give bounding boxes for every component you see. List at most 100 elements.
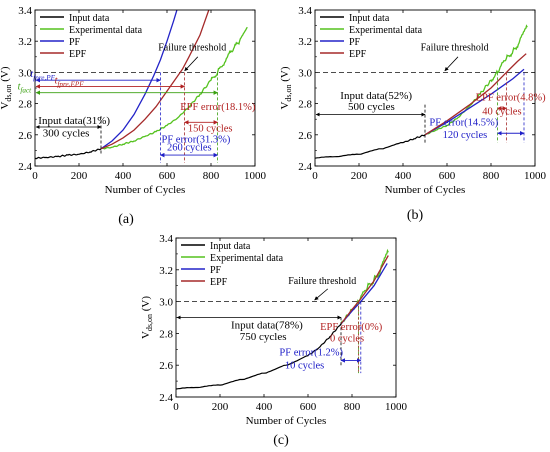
panel-c-label: (c) [273, 433, 289, 448]
panel-c-legend-label: Experimental data [210, 253, 284, 264]
panel-a-epf-cycles: 150 cycles [188, 124, 233, 135]
panel-b-ylabel: Vds,on (V) [279, 66, 293, 109]
panel-a-threshold-arrow [184, 56, 199, 72]
panel-a-xtick-label: 600 [159, 170, 176, 182]
panel-c-threshold-label: Failure threshold [288, 276, 356, 287]
panel-c-xlabel: Number of Cycles [246, 415, 327, 427]
panel-a-t-fact-label: tfact [18, 82, 33, 95]
panel-c-ytick-label: 3.2 [159, 265, 173, 277]
panel-b-series-epf [424, 53, 527, 136]
panel-a-t-pf-label-sub: fpre,PF [33, 74, 55, 82]
panel-a-ytick-label: 2.6 [18, 130, 32, 142]
panel-b-xtick-label: 800 [483, 170, 500, 182]
panel-c-plot-frame [175, 237, 397, 398]
panel-c-xtick-label: 0 [173, 401, 179, 413]
panel-b-input-text: Input data(52%) [340, 90, 412, 102]
panel-c-ytick-label: 2.6 [159, 360, 173, 372]
panel-c-legend-label: EPF [210, 277, 228, 288]
panel-b-legend-label: Input data [349, 13, 390, 24]
panel-a-t-epf-label-main: t [55, 75, 58, 86]
panel-c-pf-error: PF error(1.2%) [279, 348, 343, 359]
panel-a-ylabel-main: V [0, 102, 11, 110]
panel-c-ytick-label: 3.0 [159, 297, 173, 309]
panel-a-legend-label: PF [69, 37, 81, 48]
panel-a-ytick-label: 3.4 [18, 5, 32, 17]
panel-a-t-fact-label-main: t [18, 82, 21, 93]
panel-a-series-epf [100, 10, 210, 150]
panel-a-chart: 0 200 400 600 800 1000 2.4 2.6 2.8 3.0 3.2 3.4 Numbe… [0, 5, 267, 196]
panel-c-ylabel-main: V [140, 331, 152, 339]
panel-a-t-epf-label-sub: fpre,EPF [57, 80, 84, 88]
panel-b-pf-error: PF error(14.5%) [429, 117, 498, 128]
panel-b-ytick-label: 2.8 [298, 99, 312, 111]
panel-b-xtick-label: 1000 [524, 170, 547, 182]
panel-b-chart: 0 200 400 600 800 1000 2.4 2.6 2.8 3.0 3.2 3.4 Numbe… [279, 5, 547, 196]
panel-c-chart: 0 200 400 600 800 1000 2.4 2.6 2.8 3.0 3.2 3.4 Numbe… [140, 233, 408, 427]
panel-b-ytick-label: 2.6 [298, 130, 312, 142]
panel-b-threshold-arrow [444, 56, 459, 72]
panel-b-label: (b) [407, 208, 424, 223]
panel-b-xtick-label: 600 [439, 170, 456, 182]
panel-c-series-input [176, 323, 342, 390]
panel-c-legend-label: PF [210, 265, 222, 276]
panel-b-legend-label: Experimental data [349, 25, 423, 36]
panel-a-threshold-label: Failure threshold [158, 43, 226, 54]
panel-a-t-pf-label: tfpre,PF [30, 69, 55, 82]
panel-b-series-group [315, 24, 528, 159]
panel-b-legend-label: PF [349, 37, 361, 48]
panel-a-xtick-label: 800 [203, 170, 220, 182]
panel-c-pf-cycles: 10 cycles [285, 360, 324, 371]
panel-a-t-epf-label: tfpre,EPF [55, 75, 85, 88]
panel-a-t-pf-label-main: t [30, 69, 33, 80]
panel-a-xtick-label: 1000 [244, 170, 267, 182]
panel-b-ytick-label: 3.0 [298, 67, 312, 79]
panel-b-ytick-label: 2.4 [298, 161, 312, 173]
panel-c-ylabel: Vds,on (V) [140, 296, 154, 339]
panel-c-xtick-label: 600 [300, 401, 317, 413]
panel-c-ylabel-sub: ds,on [145, 314, 154, 331]
panel-a-xtick-label: 0 [32, 170, 38, 182]
panel-b-xlabel: Number of Cycles [385, 184, 466, 196]
panel-c-epf-cycles: 0 cycles [330, 333, 364, 344]
panel-a-ylabel: Vds,on (V) [0, 66, 13, 109]
panel-b-ylabel-unit: (V) [279, 66, 291, 84]
panel-b-pf-cycles: 120 cycles [443, 130, 488, 141]
panel-b-ytick-label: 3.4 [298, 5, 312, 17]
panel-c-ytick-label: 2.8 [159, 328, 173, 340]
panel-a-pf-error: PF error(31.3%) [162, 135, 231, 146]
panel-c-ylabel-unit: (V) [140, 296, 152, 314]
panel-b-epf-error: EPF error(4.8%) [476, 92, 546, 103]
panel-c-legend-label: Input data [210, 241, 251, 252]
panel-b-series-experimental [424, 24, 528, 136]
panel-b-ylabel-sub: ds,on [284, 84, 293, 101]
panel-b-xtick-label: 400 [395, 170, 412, 182]
panel-c-xtick-label: 1000 [385, 401, 408, 413]
panel-a-ytick-label: 2.4 [18, 161, 32, 173]
panel-a-input-text: Input data(31%) [38, 115, 110, 127]
panel-c-xtick-label: 800 [344, 401, 361, 413]
panel-b-threshold-label: Failure threshold [421, 43, 489, 54]
panel-b-input-cycles: 500 cycles [348, 101, 395, 113]
panel-b-xtick-label: 0 [312, 170, 318, 182]
panel-a-legend-label: Input data [69, 13, 110, 24]
panel-c-ytick-label: 3.4 [159, 233, 173, 245]
panel-a-ytick-label: 3.2 [18, 36, 32, 48]
panel-a-label: (a) [118, 212, 134, 227]
panel-a-input-cycles: 300 cycles [43, 127, 90, 139]
panel-c-xtick-label: 400 [256, 401, 273, 413]
panel-c-threshold-arrow [314, 288, 329, 301]
panel-b-epf-cycles: 40 cycles [482, 107, 521, 118]
panel-c-ytick-label: 2.4 [159, 392, 173, 404]
panel-a-t-fact-label-sub: fact [20, 87, 32, 95]
panel-b-series-pf [424, 68, 525, 136]
panel-a-xtick-label: 400 [115, 170, 132, 182]
panel-c-input-text: Input data(78%) [231, 320, 303, 332]
panel-a-series-input [35, 148, 102, 160]
panel-b-xtick-label: 200 [351, 170, 368, 182]
panel-b-plot-frame [314, 9, 536, 167]
panel-a-ylabel-unit: (V) [0, 66, 11, 84]
panel-a-legend-label: Experimental data [69, 25, 143, 36]
panel-b-ytick-label: 3.2 [298, 36, 312, 48]
panel-a-epf-error: EPF error(18.1%) [180, 102, 256, 113]
panel-a-legend-label: EPF [69, 49, 87, 60]
